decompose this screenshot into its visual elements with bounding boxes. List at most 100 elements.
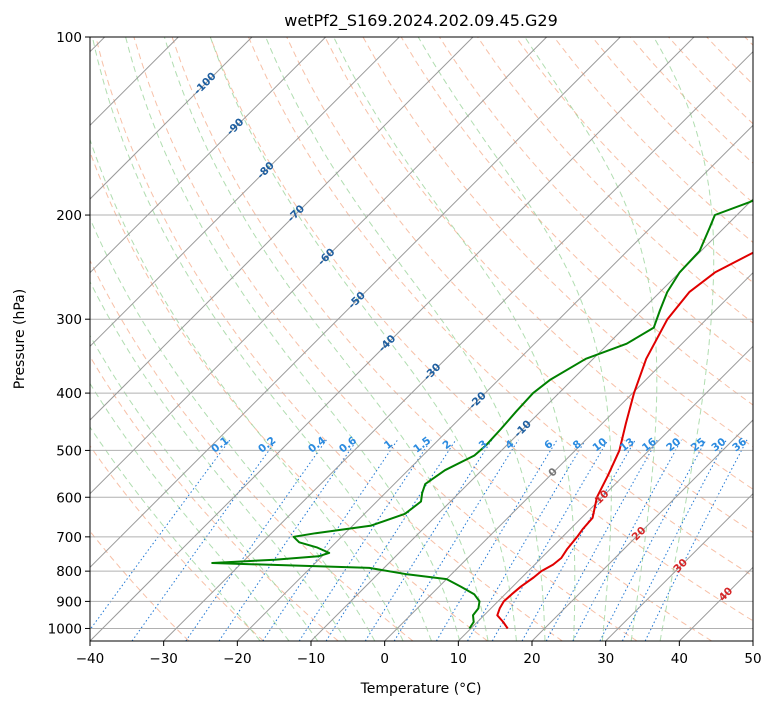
x-tick-label: 50 [744,651,761,667]
y-tick-label: 200 [56,208,82,224]
mixing-ratio-line [185,439,327,641]
y-tick-label: 700 [56,530,82,546]
moist-adiabat [209,37,517,641]
mixing-ratio-label: 0.1 [209,435,231,456]
isotherm-lines [90,37,753,641]
x-tick-label: 20 [523,651,540,667]
moist-adiabat [90,280,347,641]
dry-adiabat [591,37,753,204]
mixing-ratio-label: 0.6 [337,435,359,456]
mixing-ratio-line [325,439,457,641]
mixing-ratio-line [262,439,399,641]
dry-adiabat [171,37,712,641]
dry-adiabat [477,37,753,324]
y-tick-label: 1000 [48,621,82,637]
moist-adiabat [90,426,261,641]
moist-adiabat [90,382,290,641]
dry-adiabat [553,37,753,244]
isotherm [90,37,400,348]
y-axis: 100 200 300 400 500 600 700 800 900 1000 [48,30,90,637]
moist-adiabat [265,37,546,641]
x-tick-label: −40 [76,651,105,667]
mixing-ratio-label: 20 [664,436,683,454]
y-tick-label: 800 [56,564,82,580]
y-tick-label: 500 [56,443,82,459]
dry-adiabat [133,37,638,641]
dry-adiabat [90,259,414,641]
moist-adiabat [417,37,612,641]
sounding-profiles [211,199,753,630]
dry-adiabat [209,37,753,622]
dry-adiabat [668,37,753,125]
mixing-ratio-label: 30 [709,436,728,454]
isotherm [90,37,327,274]
moist-adiabat [90,138,404,641]
dry-adiabat [744,37,753,46]
isotherm [163,50,753,641]
x-tick-label: 30 [597,651,614,667]
isotherm [90,37,695,641]
isotherm [678,566,753,641]
moist-adiabat [125,37,461,641]
mixing-ratio-label: 13 [618,436,637,454]
moist-adiabat [524,37,658,641]
isotherm [90,37,253,200]
moist-adiabat [163,37,489,641]
dry-adiabat [515,37,753,284]
dry-adiabat [324,37,753,490]
y-tick-label: 900 [56,594,82,610]
x-tick-label: −10 [297,651,326,667]
y-axis-label: Pressure (hPa) [12,289,28,389]
mixing-ratio-line [131,439,278,641]
dry-adiabat [90,150,488,641]
isotherm [531,419,753,641]
mixing-ratio-line [491,439,609,641]
mixing-ratio-line [435,439,558,641]
mixing-ratio-line [644,439,748,641]
isotherm [90,37,621,569]
mixing-ratio-label: 10 [591,436,610,454]
dry-adiabat [286,37,753,534]
mixing-ratio-line [467,439,586,641]
isotherm [457,345,753,641]
x-tick-label: −30 [149,651,178,667]
mixing-ratio-line [521,439,636,641]
mixing-ratio-label: 36 [730,436,749,454]
dry-adiabat [95,37,563,641]
pressure-grid [90,37,753,629]
chart-title: wetPf2_S169.2024.202.09.45.G29 [284,11,558,31]
mixing-ratio-line [90,439,231,631]
dry-adiabat [90,355,339,641]
x-tick-label: 40 [671,651,688,667]
mixing-ratio-label: 25 [689,436,708,454]
dry-adiabat [706,37,753,86]
dry-adiabat [90,530,190,641]
moist-adiabat [653,37,715,641]
mixing-ratio-line [298,439,432,641]
isotherm [90,37,548,495]
x-tick-label: 10 [450,651,467,667]
isotherm [752,640,753,641]
mixing-ratio-label: 1.5 [411,435,433,456]
x-tick-label: −20 [223,651,252,667]
background-lines [90,37,753,641]
y-tick-label: 400 [56,386,82,402]
isotherm [310,198,753,641]
mixing-ratio-line [545,439,658,641]
mixing-ratio-line [364,439,493,641]
isotherm [384,271,753,641]
isotherm [236,124,753,641]
dry-adiabat [248,37,753,577]
temperature-line [496,251,753,630]
isotherm [90,37,474,421]
y-tick-label: 600 [56,490,82,506]
moist-adiabat [90,217,376,641]
plot-frame [89,36,754,642]
moist-adiabat [91,37,432,641]
mixing-ratio-label: 16 [640,436,659,454]
x-axis: −40 −30 −20 −10 0 10 20 30 40 50 [76,641,762,667]
mixing-ratio-line [218,439,358,641]
y-tick-label: 300 [56,312,82,328]
x-axis-label: Temperature (°C) [360,681,482,697]
